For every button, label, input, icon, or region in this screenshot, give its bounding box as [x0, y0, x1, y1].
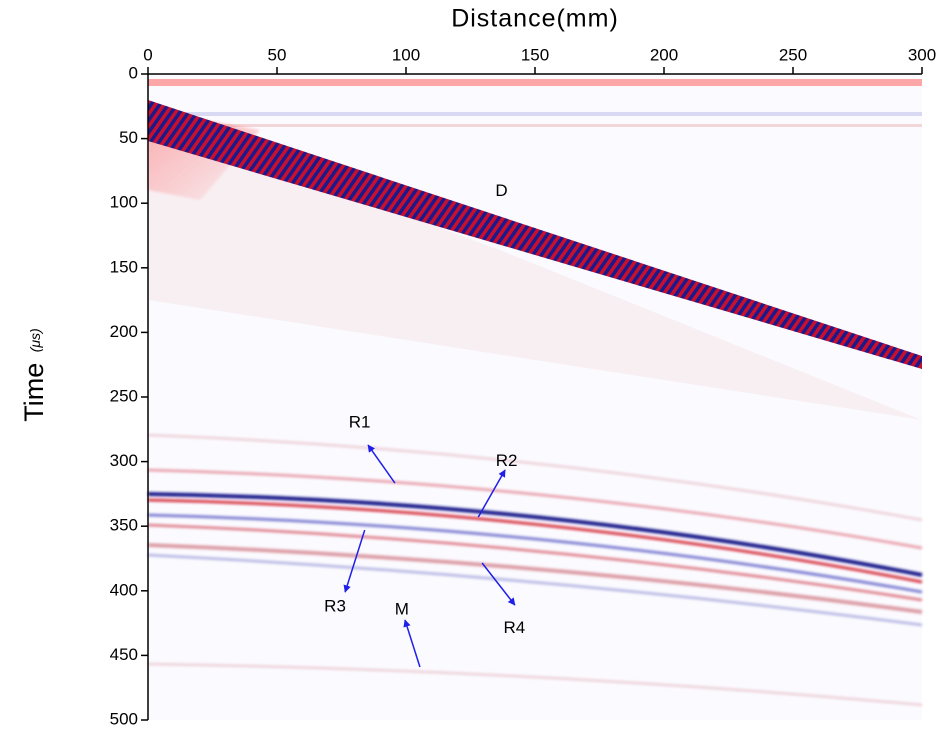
annotation-label: R2: [496, 451, 518, 470]
annotation-label: D: [495, 181, 507, 200]
x-tick-label: 200: [650, 45, 678, 64]
y-tick-label: 300: [110, 451, 138, 470]
x-tick-label: 0: [143, 45, 152, 64]
annotation-arrow: [481, 562, 516, 606]
x-tick-label: 50: [268, 45, 287, 64]
x-tick-label: 150: [521, 45, 549, 64]
y-axis-label: Time: [19, 363, 49, 422]
y-axis-unit: (μs): [27, 328, 43, 352]
annotation-arrow: [403, 619, 421, 668]
x-tick-label: 100: [392, 45, 420, 64]
seismic-image: [147, 74, 923, 720]
y-tick-label: 400: [110, 580, 138, 599]
y-tick-label: 450: [110, 645, 138, 664]
annotation-label: R3: [324, 596, 346, 615]
x-tick-label: 250: [779, 45, 807, 64]
x-axis-title: Distance(mm): [451, 5, 619, 33]
annotation-arrow: [343, 529, 366, 593]
y-tick-label: 150: [110, 257, 138, 276]
y-tick-label: 200: [110, 322, 138, 341]
y-tick-label: 500: [110, 709, 138, 728]
y-axis-title: Time (μs): [19, 328, 49, 421]
annotation-label: R4: [503, 618, 525, 637]
y-tick-label: 350: [110, 516, 138, 535]
annotation-label: R1: [349, 412, 371, 431]
annotation-arrow: [367, 444, 396, 484]
x-tick-label: 300: [908, 45, 936, 64]
y-tick-label: 50: [119, 128, 138, 147]
y-tick-label: 100: [110, 193, 138, 212]
y-tick-label: 250: [110, 386, 138, 405]
annotation-arrow: [477, 469, 506, 518]
y-tick-label: 0: [129, 63, 138, 82]
annotation-label: M: [395, 600, 409, 619]
